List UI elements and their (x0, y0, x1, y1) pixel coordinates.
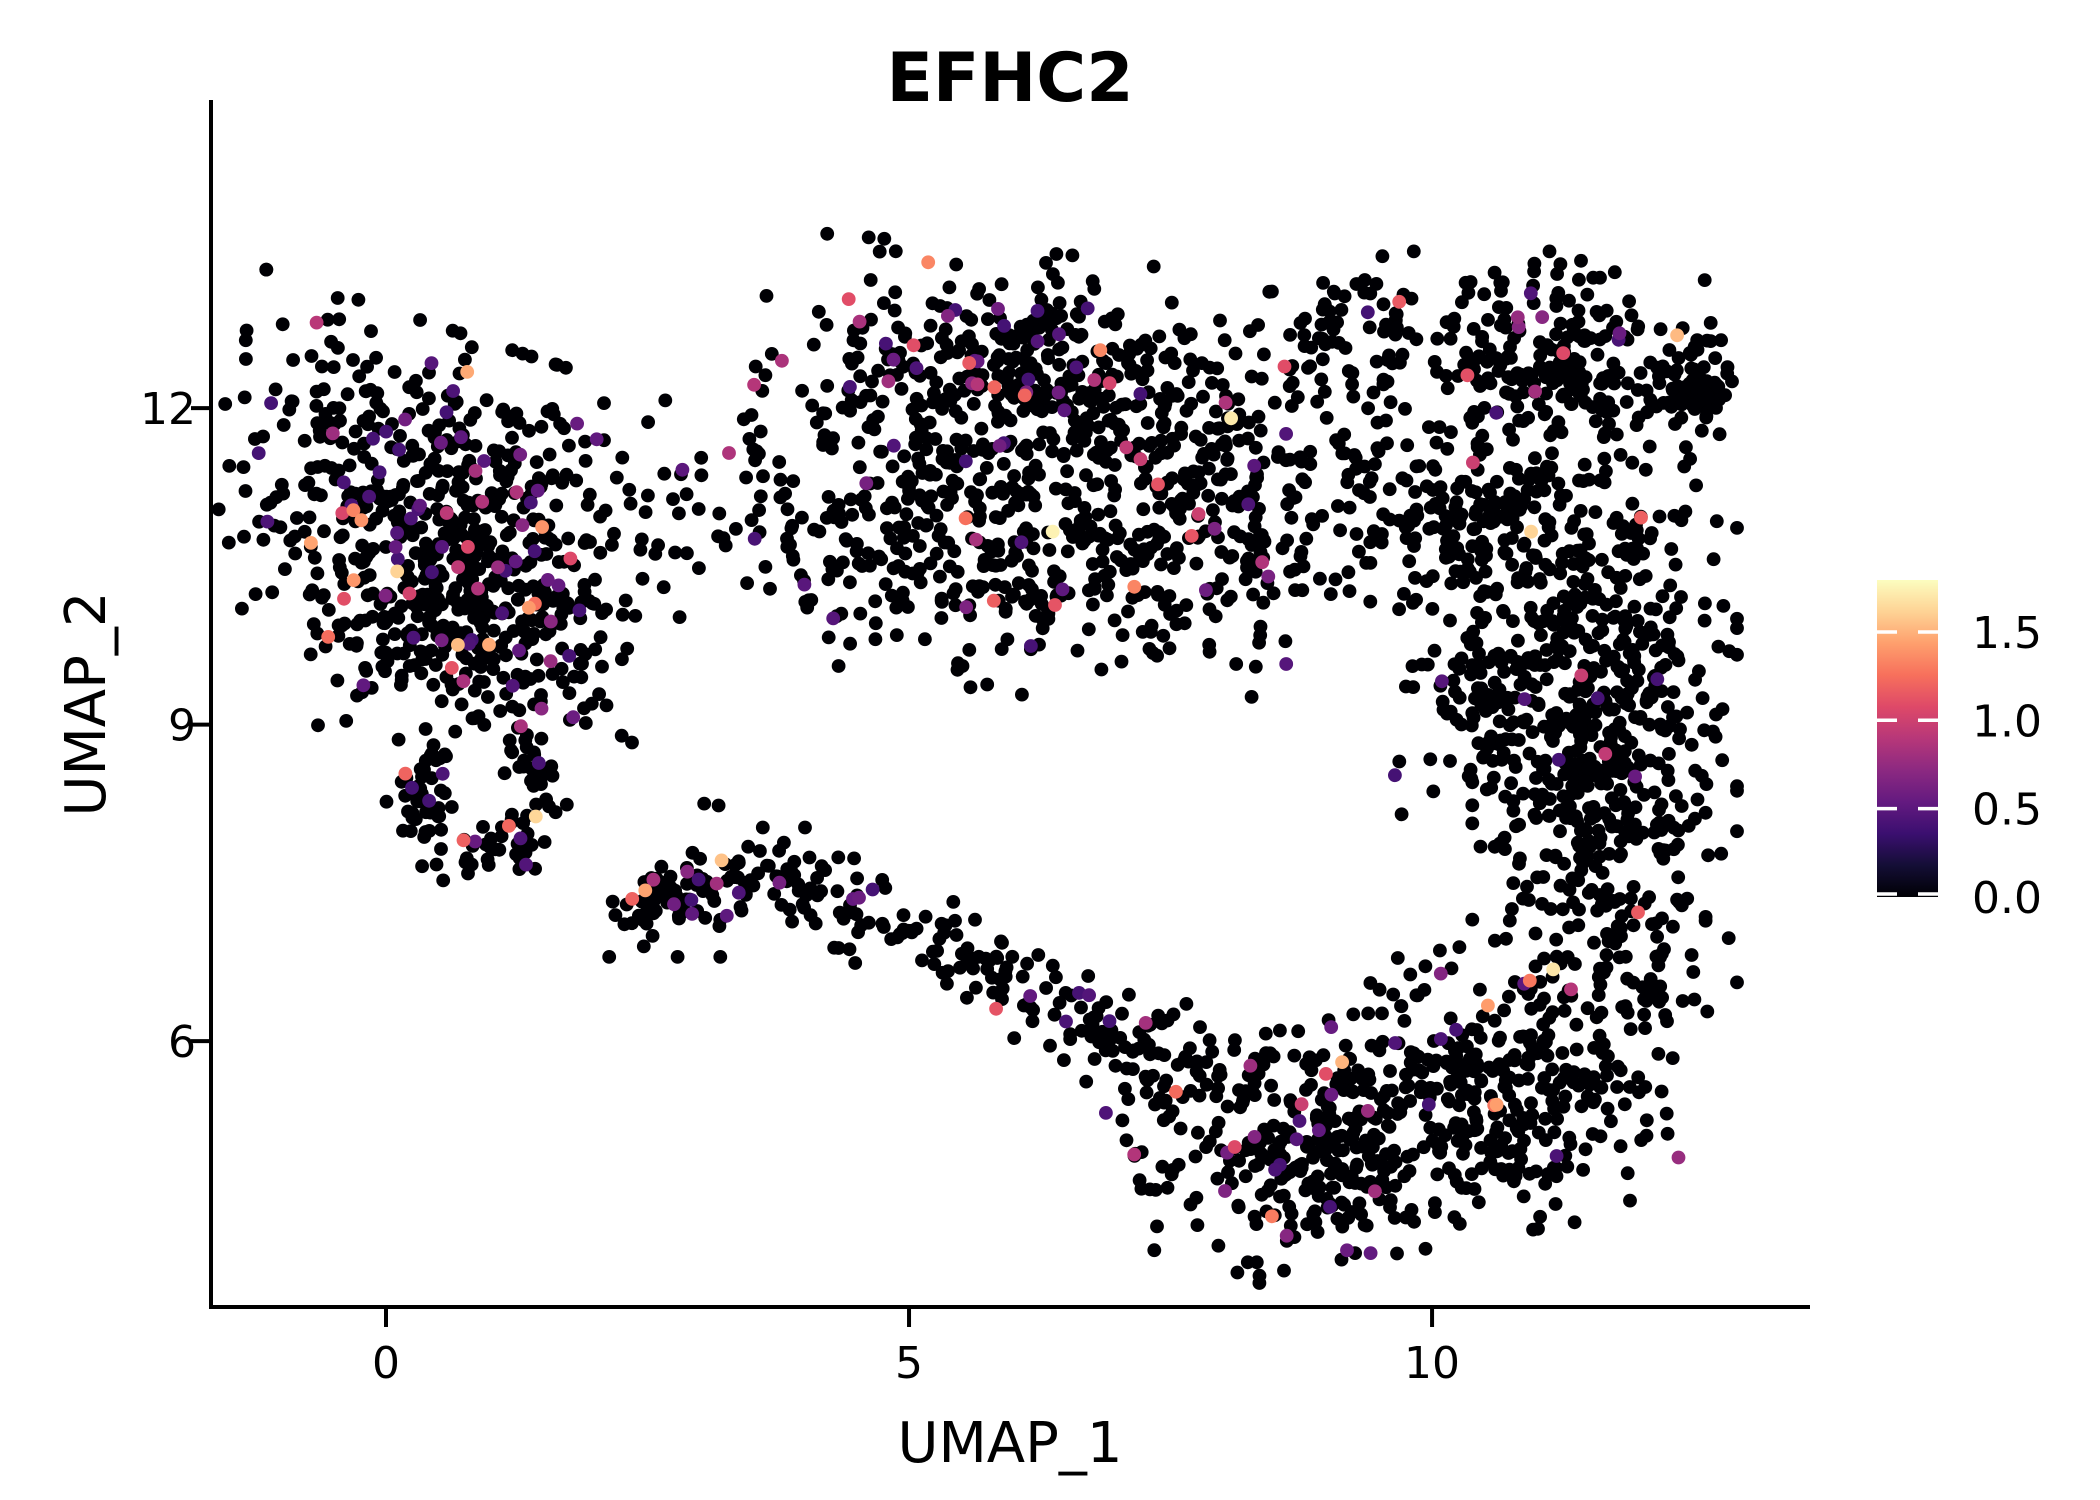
colorbar-tick-label: 1.5 (1972, 608, 2042, 659)
x-axis-label: UMAP_1 (897, 1411, 1122, 1476)
x-tick-label: 10 (1404, 1338, 1460, 1389)
x-axis-ticks (384, 1307, 1435, 1327)
colorbar-tick-marks (1877, 630, 1938, 896)
colorbar-tick-label: 0.5 (1972, 785, 2042, 836)
x-tick-label: 0 (372, 1338, 400, 1389)
colorbar-tick-label: 1.0 (1972, 696, 2042, 747)
colorbar-tick-label: 0.0 (1972, 873, 2042, 924)
axes: 0 5 10 12 9 6 UMAP_1 UMAP_2 (54, 100, 1810, 1476)
colorbar-group: 1.5 1.0 0.5 0.0 (1877, 580, 2042, 924)
y-tick-label: 9 (168, 701, 196, 752)
colorbar (1877, 580, 1938, 897)
chart-title: EFHC2 (886, 39, 1133, 118)
scatter-points (211, 226, 1744, 1290)
y-axis-ticks (191, 406, 211, 1044)
y-tick-label: 12 (140, 384, 196, 435)
y-tick-label: 6 (168, 1017, 196, 1068)
x-tick-label: 5 (895, 1338, 923, 1389)
y-axis-label: UMAP_2 (54, 591, 119, 816)
